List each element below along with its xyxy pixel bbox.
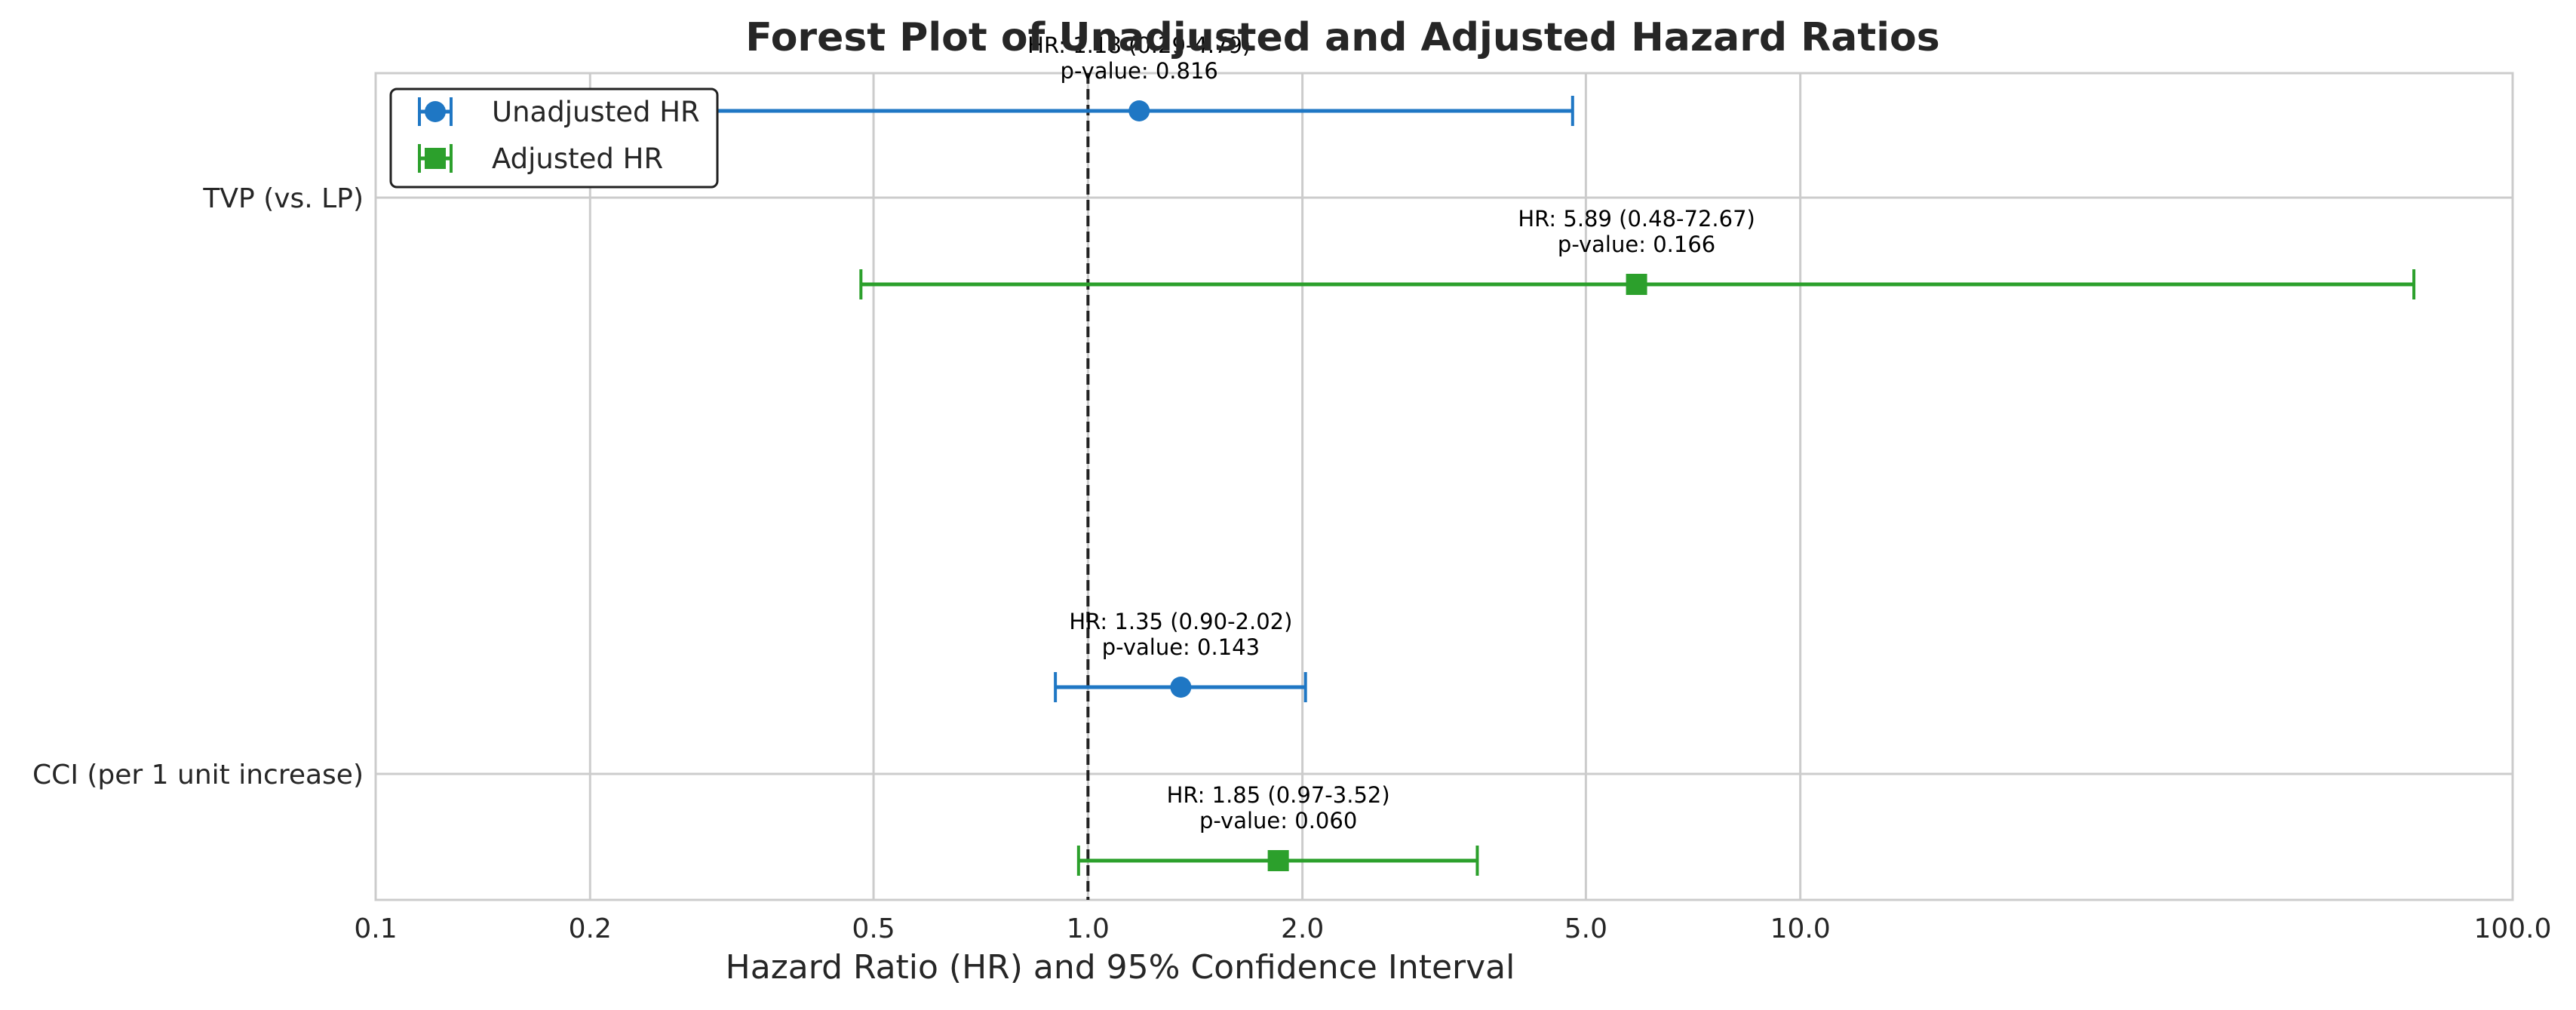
legend: Unadjusted HR Adjusted HR xyxy=(389,87,719,189)
hr-annotation: HR: 1.85 (0.97-3.52) xyxy=(1167,782,1390,808)
x-tick-label: 1.0 xyxy=(1067,913,1110,944)
p-value-annotation: p-value: 0.143 xyxy=(1102,634,1260,660)
y-tick-label: CCI (per 1 unit increase) xyxy=(32,760,364,791)
x-tick-label: 100.0 xyxy=(2473,913,2551,944)
x-tick-label: 5.0 xyxy=(1564,913,1607,944)
legend-label: Unadjusted HR xyxy=(492,96,700,128)
p-value-annotation: p-value: 0.060 xyxy=(1199,808,1357,833)
hr-point xyxy=(1626,274,1647,295)
hr-annotation: HR: 1.35 (0.90-2.02) xyxy=(1069,609,1292,634)
hr-point xyxy=(1267,850,1289,871)
x-tick-label: 0.1 xyxy=(354,913,397,944)
x-axis-label: Hazard Ratio (HR) and 95% Confidence Int… xyxy=(726,948,1515,987)
p-value-annotation: p-value: 0.816 xyxy=(1061,58,1218,84)
x-tick-label: 0.2 xyxy=(569,913,612,944)
x-tick-label: 10.0 xyxy=(1770,913,1831,944)
legend-marker xyxy=(425,148,446,169)
p-value-annotation: p-value: 0.166 xyxy=(1558,232,1715,257)
x-tick-label: 2.0 xyxy=(1281,913,1324,944)
x-tick-label: 0.5 xyxy=(852,913,895,944)
y-tick-labels: TVP (vs. LP) CCI (per 1 unit increase) xyxy=(32,183,364,791)
y-tick-label: TVP (vs. LP) xyxy=(202,183,364,214)
hr-annotation: HR: 5.89 (0.48-72.67) xyxy=(1518,206,1755,232)
annotations: HR: 1.18 (0.29-4.79)p-value: 0.816 HR: 1.… xyxy=(1027,32,1755,833)
legend-marker xyxy=(425,101,446,122)
legend-label: Adjusted HR xyxy=(492,143,663,175)
plot-area xyxy=(374,72,2514,901)
chart-title: Forest Plot of Unadjusted and Adjusted H… xyxy=(745,15,1939,60)
hr-annotation: HR: 1.18 (0.29-4.79) xyxy=(1027,32,1251,58)
hr-point xyxy=(1128,100,1150,121)
hr-point xyxy=(1170,677,1192,698)
legend-box xyxy=(389,87,719,189)
x-tick-labels: 0.1 0.2 0.5 1.0 2.0 5.0 10.0 100.0 xyxy=(354,913,2551,944)
grid-lines xyxy=(376,73,2513,900)
data-marks xyxy=(703,96,2416,876)
